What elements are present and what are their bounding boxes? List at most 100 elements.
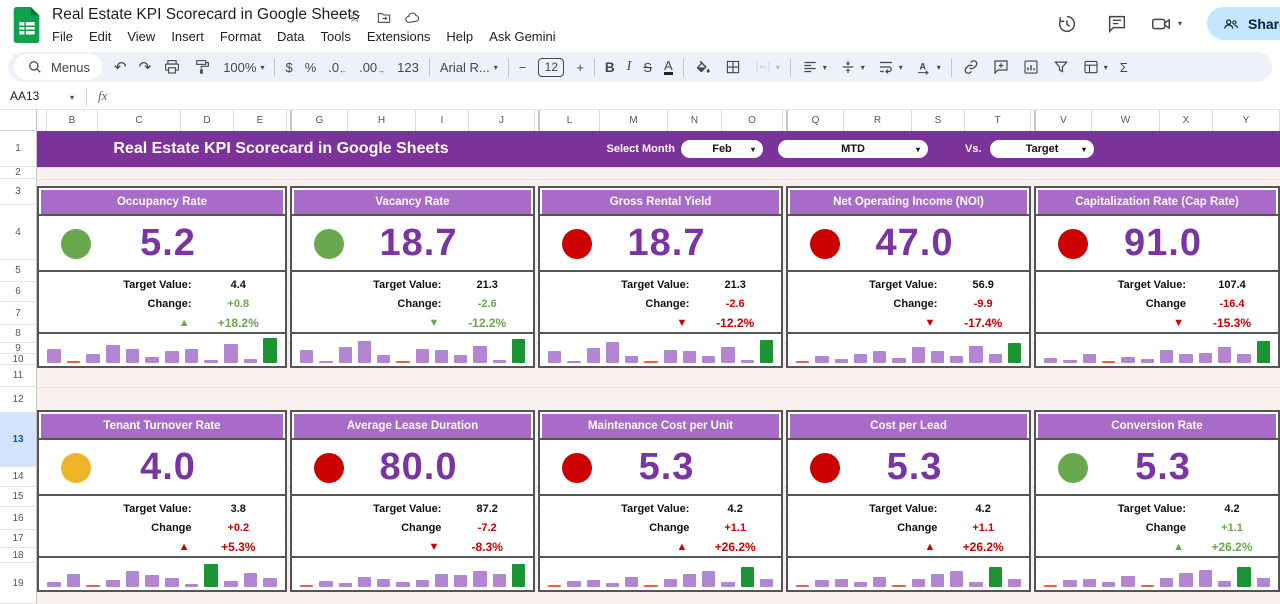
kpi-card[interactable]: Conversion Rate5.3Target Value:4.2Change… (1034, 410, 1280, 592)
row-header-8[interactable]: 8 (0, 325, 37, 343)
row-header-13[interactable]: 13 (0, 413, 37, 467)
borders-button[interactable] (718, 54, 748, 80)
column-header-T[interactable]: T (965, 110, 1031, 131)
horizontal-align-button[interactable]: ▾ (795, 54, 833, 80)
menu-view[interactable]: View (119, 26, 163, 47)
kpi-card[interactable]: Tenant Turnover Rate4.0Target Value:3.8C… (37, 410, 287, 592)
column-header-H[interactable]: H (348, 110, 416, 131)
menu-file[interactable]: File (44, 26, 81, 47)
kpi-card[interactable]: Average Lease Duration80.0Target Value:8… (290, 410, 535, 592)
menu-help[interactable]: Help (438, 26, 481, 47)
sheets-logo-icon[interactable] (12, 6, 42, 44)
redo-button[interactable]: ↷ (133, 54, 158, 80)
column-header-V[interactable]: V (1034, 110, 1092, 131)
row-header-5[interactable]: 5 (0, 260, 37, 282)
bold-button[interactable]: B (599, 54, 621, 80)
strikethrough-button[interactable]: S (637, 54, 658, 80)
row-header-17[interactable]: 17 (0, 530, 37, 548)
menus-search-button[interactable]: Menus (14, 54, 102, 80)
text-color-button[interactable]: A (658, 54, 679, 80)
row-header-4[interactable]: 4 (0, 205, 37, 260)
zoom-button[interactable]: 100%▾ (217, 54, 270, 80)
row-header-18[interactable]: 18 (0, 548, 37, 563)
video-call-caret-icon[interactable]: ▾ (1178, 19, 1182, 28)
merge-cells-button[interactable]: ▾ (748, 54, 786, 80)
video-call-icon[interactable] (1150, 13, 1172, 35)
folder-move-icon[interactable] (376, 10, 392, 26)
italic-button[interactable]: I (621, 54, 638, 80)
menu-insert[interactable]: Insert (163, 26, 212, 47)
comment-history-icon[interactable] (1106, 13, 1128, 35)
column-header-S[interactable]: S (912, 110, 965, 131)
row-header-6[interactable]: 6 (0, 282, 37, 302)
row-header-3[interactable]: 3 (0, 179, 37, 205)
create-filter-button[interactable] (1046, 54, 1076, 80)
insert-link-button[interactable] (956, 54, 986, 80)
name-box[interactable]: AA13 (10, 89, 39, 103)
font-button[interactable]: Arial R...▾ (434, 54, 504, 80)
table-views-button[interactable]: ▾ (1076, 54, 1114, 80)
kpi-card[interactable]: Gross Rental Yield18.7Target Value:21.3C… (538, 186, 783, 368)
kpi-card[interactable]: Vacancy Rate18.7Target Value:21.3Change:… (290, 186, 535, 368)
menu-extensions[interactable]: Extensions (359, 26, 439, 47)
row-header-1[interactable]: 1 (0, 131, 37, 167)
fx-icon[interactable]: fx (98, 88, 107, 104)
star-icon[interactable]: ☆ (348, 8, 361, 26)
spreadsheet-canvas[interactable]: Real Estate KPI Scorecard in Google Shee… (37, 131, 1280, 604)
row-header-15[interactable]: 15 (0, 487, 37, 507)
column-header-Y[interactable]: Y (1213, 110, 1280, 131)
row-header-9[interactable]: 9 (0, 343, 37, 354)
compare-dropdown[interactable]: Target▾ (990, 140, 1094, 158)
insert-comment-button[interactable] (986, 54, 1016, 80)
row-header-19[interactable]: 19 (0, 563, 37, 604)
name-box-caret-icon[interactable]: ▾ (70, 93, 74, 102)
column-header-L[interactable]: L (538, 110, 600, 131)
menu-edit[interactable]: Edit (81, 26, 119, 47)
text-wrapping-button[interactable]: ▾ (871, 54, 909, 80)
column-header-D[interactable]: D (181, 110, 234, 131)
column-header-C[interactable]: C (98, 110, 181, 131)
column-header-Q[interactable]: Q (786, 110, 844, 131)
font-size-button[interactable]: 12 (532, 54, 570, 80)
kpi-card[interactable]: Maintenance Cost per Unit5.3Target Value… (538, 410, 783, 592)
kpi-card[interactable]: Net Operating Income (NOI)47.0Target Val… (786, 186, 1031, 368)
row-header-14[interactable]: 14 (0, 467, 37, 487)
print-button[interactable] (157, 54, 187, 80)
fill-color-button[interactable] (688, 54, 718, 80)
row-header-11[interactable]: 11 (0, 365, 37, 387)
column-header-R[interactable]: R (844, 110, 912, 131)
select-all-corner[interactable] (0, 110, 37, 131)
column-header-J[interactable]: J (469, 110, 535, 131)
font-size-increase-button[interactable]: + (570, 54, 590, 80)
column-header-M[interactable]: M (600, 110, 668, 131)
vertical-align-button[interactable]: ▾ (833, 54, 871, 80)
undo-button[interactable]: ↶ (108, 54, 133, 80)
row-header-12[interactable]: 12 (0, 387, 37, 413)
month-dropdown[interactable]: Feb▾ (681, 140, 763, 158)
share-button[interactable]: Share (1207, 7, 1280, 40)
more-formats-button[interactable]: 123 (391, 54, 425, 80)
paint-format-button[interactable] (187, 54, 217, 80)
menu-format[interactable]: Format (212, 26, 269, 47)
currency-format-button[interactable]: $ (279, 54, 298, 80)
column-header-X[interactable]: X (1160, 110, 1213, 131)
column-header-I[interactable]: I (416, 110, 469, 131)
kpi-card[interactable]: Capitalization Rate (Cap Rate)91.0Target… (1034, 186, 1280, 368)
cloud-saved-icon[interactable] (404, 10, 421, 27)
menu-data[interactable]: Data (269, 26, 312, 47)
column-header-O[interactable]: O (722, 110, 783, 131)
row-header-16[interactable]: 16 (0, 507, 37, 530)
row-header-2[interactable]: 2 (0, 167, 37, 179)
menu-tools[interactable]: Tools (312, 26, 358, 47)
column-header-W[interactable]: W (1092, 110, 1160, 131)
percent-format-button[interactable]: % (299, 54, 323, 80)
document-title[interactable]: Real Estate KPI Scorecard in Google Shee… (52, 6, 360, 24)
column-header-G[interactable]: G (290, 110, 348, 131)
kpi-card[interactable]: Occupancy Rate5.2Target Value:4.4Change:… (37, 186, 287, 368)
insert-chart-button[interactable] (1016, 54, 1046, 80)
kpi-card[interactable]: Cost per Lead5.3Target Value:4.2Change+1… (786, 410, 1031, 592)
version-history-icon[interactable] (1056, 13, 1078, 35)
column-header-B[interactable]: B (47, 110, 98, 131)
column-header-E[interactable]: E (234, 110, 287, 131)
text-rotation-button[interactable]: A▾ (909, 54, 947, 80)
